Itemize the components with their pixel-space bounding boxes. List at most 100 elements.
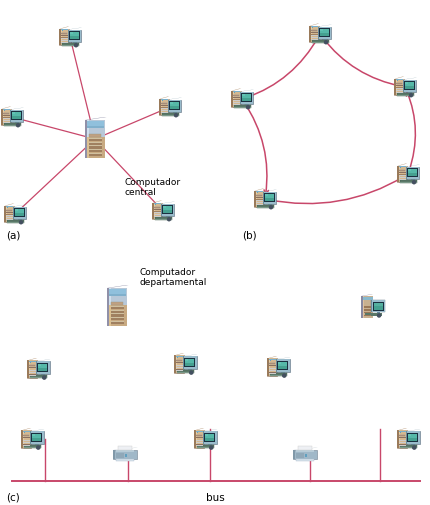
Bar [37, 364, 48, 373]
Bar [399, 182, 416, 183]
Bar [154, 217, 160, 218]
Bar [404, 83, 407, 85]
Text: Computador
central: Computador central [125, 178, 181, 197]
Bar [310, 27, 312, 43]
Bar [196, 442, 202, 443]
Bar [277, 363, 287, 370]
Polygon shape [267, 357, 276, 359]
Bar [161, 113, 167, 114]
Bar [396, 431, 406, 448]
Bar [399, 445, 416, 448]
Bar [154, 204, 161, 205]
Bar [312, 42, 328, 43]
Polygon shape [254, 189, 264, 191]
Bar [113, 449, 115, 459]
Bar [13, 207, 14, 219]
Bar [125, 454, 127, 457]
Bar [166, 216, 169, 218]
Bar [154, 215, 160, 216]
Bar [277, 362, 281, 364]
Bar [175, 356, 184, 373]
Bar [267, 204, 271, 207]
Circle shape [19, 221, 22, 224]
Bar [29, 370, 36, 371]
Bar [311, 33, 317, 34]
Polygon shape [231, 89, 241, 91]
Bar [3, 118, 10, 119]
Bar [89, 154, 102, 155]
Bar [277, 363, 287, 366]
Bar [320, 41, 326, 42]
Bar [372, 300, 384, 313]
Bar [154, 215, 160, 216]
Bar [311, 40, 317, 41]
Bar [162, 101, 163, 102]
Bar [113, 449, 136, 459]
Bar [23, 437, 30, 438]
Polygon shape [293, 448, 317, 449]
Bar [4, 125, 21, 126]
Bar [268, 368, 275, 369]
Bar [196, 437, 202, 438]
Bar [402, 80, 403, 92]
Bar [162, 206, 172, 215]
Bar [3, 123, 10, 124]
Circle shape [174, 115, 177, 118]
Bar [36, 362, 37, 374]
Bar [154, 205, 156, 206]
Bar [407, 434, 411, 436]
Bar [87, 138, 105, 159]
Bar [205, 434, 208, 436]
Bar [195, 431, 204, 448]
Bar [233, 96, 239, 97]
Bar [115, 453, 123, 458]
Bar [311, 33, 317, 34]
Bar [38, 364, 47, 368]
Bar [111, 310, 124, 311]
Bar [233, 105, 239, 106]
Bar [161, 108, 167, 110]
Bar [403, 82, 414, 91]
Bar [159, 99, 169, 116]
Bar [268, 359, 276, 376]
Bar [154, 208, 160, 209]
Bar [264, 195, 273, 202]
Bar [399, 180, 405, 181]
Polygon shape [160, 202, 175, 204]
Bar [264, 194, 274, 203]
Bar [396, 95, 413, 96]
Bar [89, 146, 102, 147]
Bar [399, 447, 416, 448]
Bar [233, 98, 239, 99]
Bar [396, 91, 402, 92]
Bar [407, 434, 416, 441]
Polygon shape [360, 294, 372, 296]
Bar [398, 440, 405, 441]
Bar [32, 434, 35, 436]
Bar [256, 198, 262, 199]
Bar [89, 147, 102, 149]
Bar [61, 41, 68, 42]
Bar [6, 207, 13, 208]
Bar [393, 80, 395, 96]
Bar [15, 210, 24, 214]
Bar [398, 167, 399, 183]
Bar [408, 445, 414, 447]
Bar [319, 30, 328, 37]
Bar [160, 204, 161, 216]
Polygon shape [182, 355, 197, 357]
Bar [3, 110, 11, 126]
Bar [12, 113, 21, 117]
Bar [182, 357, 183, 369]
Bar [155, 217, 172, 220]
Bar [15, 210, 18, 212]
Bar [304, 454, 307, 457]
Bar [275, 360, 276, 372]
Bar [69, 32, 80, 41]
Bar [59, 30, 69, 46]
Bar [311, 38, 317, 39]
Bar [371, 300, 372, 313]
Bar [317, 27, 318, 39]
Bar [61, 43, 68, 44]
Bar [373, 303, 382, 307]
